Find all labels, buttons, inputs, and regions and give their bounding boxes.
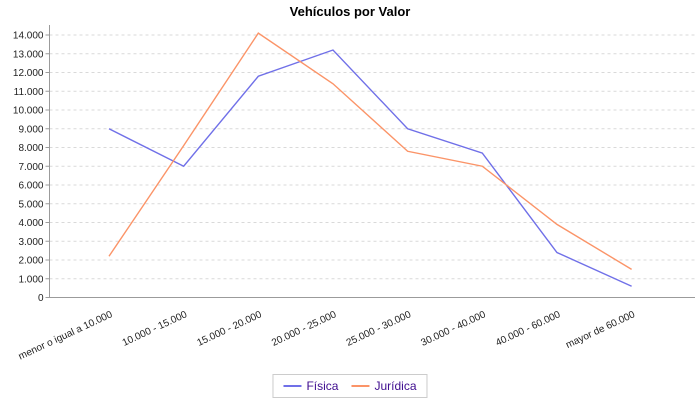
legend-item-juridica: Jurídica xyxy=(351,379,417,393)
y-tick-label: 3.000 xyxy=(18,237,43,248)
y-tick-label: 9.000 xyxy=(18,124,43,135)
y-tick-label: 10.000 xyxy=(13,106,44,117)
x-category-label: 20.000 - 25.000 xyxy=(270,309,339,349)
series-line-juridica xyxy=(108,32,632,270)
x-category-label: menor o igual a 10.000 xyxy=(17,309,115,362)
series-line-fisica xyxy=(108,49,632,287)
y-tick-label: 14.000 xyxy=(13,31,44,42)
y-tick-label: 2.000 xyxy=(18,256,43,267)
y-tick-label: 0 xyxy=(38,293,44,304)
y-tick-label: 12.000 xyxy=(13,68,44,79)
legend: Física Jurídica xyxy=(272,374,428,398)
y-tick-label: 6.000 xyxy=(18,181,43,192)
y-tick-label: 13.000 xyxy=(13,49,44,60)
y-tick-label: 8.000 xyxy=(18,143,43,154)
y-tick-label: 4.000 xyxy=(18,218,43,229)
x-category-label: 30.000 - 40.000 xyxy=(419,309,488,349)
y-tick-label: 5.000 xyxy=(18,199,43,210)
x-category-label: 10.000 - 15.000 xyxy=(121,309,190,349)
y-tick-label: 1.000 xyxy=(18,274,43,285)
legend-label-juridica: Jurídica xyxy=(374,379,417,393)
x-category-label: 25.000 - 30.000 xyxy=(345,309,414,349)
chart-title: Vehículos por Valor xyxy=(289,4,411,19)
x-category-label: 15.000 - 20.000 xyxy=(195,309,264,349)
juridica-line-swatch xyxy=(351,385,370,387)
y-tick-label: 11.000 xyxy=(14,87,44,98)
legend-label-fisica: Física xyxy=(306,379,339,393)
x-category-label: mayor de 60.000 xyxy=(564,309,637,351)
x-category-label: 40.000 - 60.000 xyxy=(494,309,563,349)
legend-item-fisica: Física xyxy=(283,379,338,393)
y-tick-label: 7.000 xyxy=(18,162,43,173)
fisica-line-swatch xyxy=(283,385,302,387)
